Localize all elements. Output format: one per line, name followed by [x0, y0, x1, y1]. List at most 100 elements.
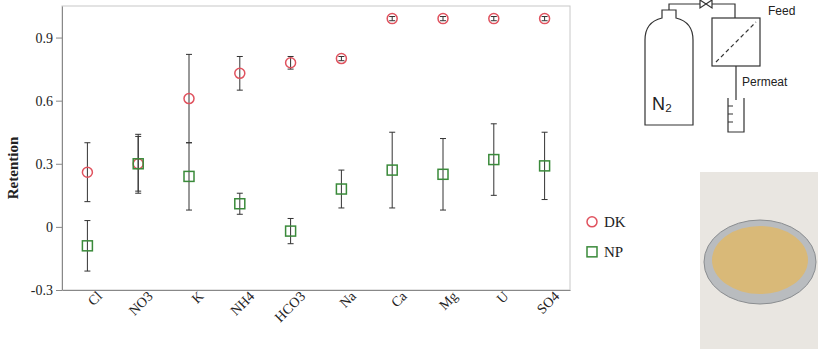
error-bar-stem [493, 17, 494, 21]
y-tick-label: 0 [46, 220, 53, 235]
error-bar-stem [443, 17, 444, 21]
x-tick: Cl [85, 289, 105, 309]
error-bar-cap [237, 193, 243, 194]
error-bar-cap [84, 201, 90, 202]
x-tick: Ca [388, 288, 410, 310]
point [184, 171, 194, 181]
x-tick-label: SO4 [534, 289, 562, 317]
x-tick: SO4 [534, 289, 562, 317]
error-bar-cap [542, 199, 548, 200]
error-bar-cap [237, 56, 243, 57]
error-bar [84, 221, 90, 271]
graduation [728, 106, 733, 122]
point [133, 159, 143, 169]
error-bar [440, 17, 446, 21]
error-bar [135, 134, 141, 193]
error-bar-stem [189, 143, 190, 210]
error-bar-cap [288, 243, 294, 244]
error-bar-cap [440, 16, 446, 17]
series-np [82, 124, 549, 271]
error-bar-stem [239, 56, 240, 90]
y-tick: -0.3 [31, 283, 62, 298]
x-axis: ClNO3KNH4HCO3NaCaMgUSO4 [63, 288, 571, 325]
point [286, 226, 296, 236]
y-tick-label: 0.9 [36, 31, 54, 46]
error-bar-cap [237, 90, 243, 91]
error-bar-cap [237, 214, 243, 215]
error-bar-cap [491, 16, 497, 17]
legend-entry: NP [587, 244, 623, 260]
y-tick: 0.3 [36, 157, 63, 172]
error-bar-stem [189, 54, 190, 142]
x-tick-label: NO3 [126, 289, 156, 319]
y-tick-label: 0.6 [36, 94, 54, 109]
error-bar-stem [239, 193, 240, 214]
membrane [716, 22, 756, 62]
photo-background [700, 172, 818, 349]
error-bar-stem [443, 139, 444, 211]
error-bar-cap [338, 207, 344, 208]
error-bar [491, 124, 497, 196]
point [286, 58, 296, 68]
point [540, 161, 550, 171]
y-tick: 0.6 [36, 94, 63, 109]
error-bar-cap [84, 271, 90, 272]
photo-membrane [712, 226, 808, 294]
marks [82, 14, 549, 271]
plot: -0.300.30.60.9ClNO3KNH4HCO3NaCaMgUSO4 [31, 6, 571, 325]
error-bar-cap [186, 54, 192, 55]
x-tick-label: U [494, 289, 512, 307]
error-bar-cap [440, 138, 446, 139]
gas-cylinder [645, 10, 693, 125]
x-tick-label: K [189, 289, 207, 307]
point [387, 165, 397, 175]
legend-label: DK [604, 214, 626, 230]
y-tick-mark [56, 101, 62, 102]
error-bar-cap [440, 210, 446, 211]
x-tick-label: Mg [436, 289, 460, 313]
error-bar-cap [542, 16, 548, 17]
error-bar-cap [440, 20, 446, 21]
error-bar-cap [491, 195, 497, 196]
error-bar-cap [288, 56, 294, 57]
error-bar-cap [84, 220, 90, 221]
error-bar [389, 17, 395, 21]
plot-frame [62, 6, 570, 290]
error-bar-cap [338, 170, 344, 171]
error-bar-cap [389, 20, 395, 21]
error-bar-cap [389, 132, 395, 133]
legend-label: NP [604, 244, 623, 260]
x-tick: Na [337, 288, 360, 311]
photo-dish [704, 220, 816, 304]
error-bar-cap [186, 142, 192, 143]
membrane-photo [700, 172, 818, 349]
error-bar [237, 193, 243, 214]
error-bar [338, 170, 344, 208]
error-bar-stem [392, 132, 393, 208]
point [540, 14, 550, 24]
point [438, 169, 448, 179]
point [336, 54, 346, 64]
x-tick: Mg [436, 289, 460, 313]
legend-marker [587, 217, 597, 227]
error-bar-stem [341, 170, 342, 208]
y-tick-mark [56, 290, 62, 291]
x-tick-label: NH4 [228, 289, 258, 319]
error-bar-stem [544, 17, 545, 21]
error-bar-cap [491, 20, 497, 21]
error-bar-cap [389, 207, 395, 208]
error-bar-stem [544, 132, 545, 199]
point [336, 184, 346, 194]
point [235, 199, 245, 209]
y-tick-label: 0.3 [36, 157, 54, 172]
point [489, 155, 499, 165]
error-bar [237, 56, 243, 90]
error-bar-stem [493, 124, 494, 196]
error-bar-cap [135, 193, 141, 194]
point [82, 241, 92, 251]
error-bar-stem [138, 134, 139, 193]
y-tick: 0.9 [36, 31, 63, 46]
y-tick: 0 [46, 220, 62, 235]
error-bar [389, 132, 395, 208]
error-bar-stem [87, 143, 88, 202]
